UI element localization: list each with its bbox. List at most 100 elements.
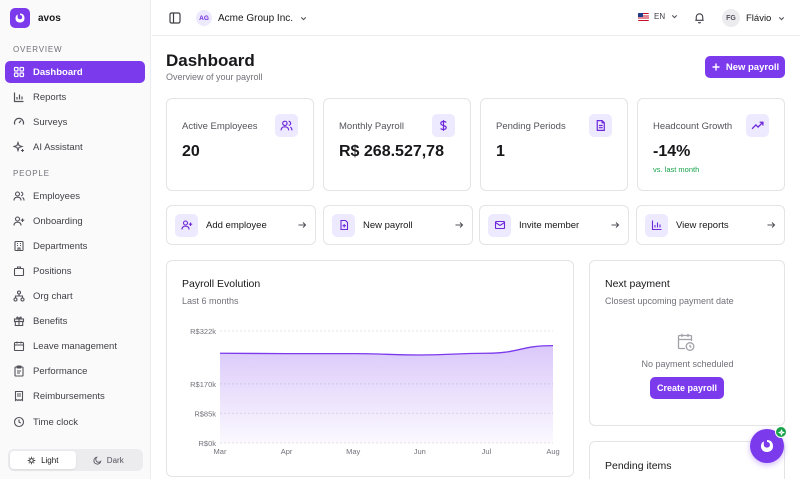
- chart-area: [220, 345, 553, 443]
- arrow-right-icon: [767, 222, 776, 228]
- page-title: Dashboard: [166, 51, 255, 70]
- organization-switcher[interactable]: AG Acme Group Inc.: [196, 9, 308, 27]
- new-payroll-action-button[interactable]: New payroll: [323, 205, 473, 245]
- building-icon: [14, 240, 24, 252]
- sidebar-item-reimbursements[interactable]: Reimbursements: [5, 385, 145, 407]
- x-tick-label: Apr: [281, 447, 293, 456]
- language-code: EN: [654, 12, 666, 21]
- users-icon: [275, 114, 298, 137]
- users-icon: [13, 191, 25, 201]
- sparkles-icon: [13, 141, 24, 153]
- org-badge: AG: [196, 10, 212, 26]
- user-plus-icon: [13, 216, 25, 226]
- sidebar-item-onboarding[interactable]: Onboarding: [5, 210, 145, 232]
- section-label-overview: OVERVIEW: [13, 45, 63, 54]
- trending-up-icon: [746, 114, 769, 137]
- topbar: AG Acme Group Inc. EN FG Flávio: [152, 0, 800, 36]
- plus-icon: [712, 63, 720, 71]
- bell-icon[interactable]: [693, 11, 706, 24]
- action-label: View reports: [676, 219, 729, 231]
- sidebar-item-label: AI Assistant: [33, 141, 83, 153]
- x-tick-label: Mar: [214, 447, 227, 456]
- avos-logo-icon: [761, 440, 773, 452]
- theme-dark-label: Dark: [106, 455, 124, 465]
- language-switcher[interactable]: EN: [638, 12, 679, 21]
- sidebar-item-departments[interactable]: Departments: [5, 235, 145, 257]
- new-payroll-button[interactable]: New payroll: [705, 56, 785, 78]
- sidebar-item-label: Onboarding: [33, 215, 83, 227]
- sidebar: avos OVERVIEW Dashboard Reports Surveys …: [0, 0, 151, 479]
- theme-toggle: Light Dark: [8, 449, 143, 471]
- stat-card-headcount-growth: Headcount Growth -14% vs. last month: [637, 98, 785, 191]
- arrow-right-icon: [611, 222, 620, 228]
- stat-value: 20: [182, 143, 200, 160]
- calendar-icon: [13, 341, 25, 352]
- sidebar-item-org-chart[interactable]: Org chart: [5, 285, 145, 307]
- sidebar-item-time-clock[interactable]: Time clock: [5, 411, 145, 433]
- stat-value: 1: [496, 143, 505, 160]
- sidebar-item-leave-management[interactable]: Leave management: [5, 335, 145, 357]
- create-payroll-button[interactable]: Create payroll: [650, 377, 724, 399]
- chevron-down-icon: [671, 15, 678, 19]
- sidebar-item-performance[interactable]: Performance: [5, 360, 145, 382]
- sidebar-item-label: Leave management: [33, 340, 117, 352]
- clock-icon: [13, 416, 25, 428]
- sidebar-item-label: Dashboard: [33, 66, 83, 78]
- sun-icon: [27, 456, 36, 464]
- brand[interactable]: avos: [10, 8, 61, 28]
- user-plus-icon: [175, 213, 198, 237]
- sidebar-item-label: Reimbursements: [33, 390, 105, 402]
- briefcase-icon: [13, 266, 25, 277]
- payroll-evolution-panel: Payroll Evolution Last 6 months R$0k R$85…: [166, 260, 574, 477]
- y-tick-label: R$170k: [190, 380, 216, 389]
- sidebar-item-label: Positions: [33, 265, 72, 277]
- dollar-icon: [432, 114, 455, 137]
- file-plus-icon: [332, 213, 355, 237]
- new-payroll-label: New payroll: [725, 61, 780, 73]
- chevron-down-icon: [300, 16, 307, 20]
- sidebar-item-label: Departments: [33, 240, 88, 252]
- chevron-down-icon: [779, 16, 785, 20]
- sidebar-item-employees[interactable]: Employees: [5, 185, 145, 207]
- action-label: Invite member: [519, 219, 580, 231]
- action-label: Add employee: [206, 219, 267, 231]
- sidebar-item-benefits[interactable]: Benefits: [5, 310, 145, 332]
- stat-value: R$ 268.527,78: [339, 143, 444, 160]
- us-flag-icon: [638, 12, 649, 21]
- bar-chart-icon: [645, 213, 668, 237]
- panel-subtitle: Closest upcoming payment date: [605, 296, 734, 306]
- panel-title: Next payment: [605, 278, 670, 290]
- theme-light-option[interactable]: Light: [10, 451, 76, 469]
- sidebar-item-positions[interactable]: Positions: [5, 260, 145, 282]
- theme-dark-option[interactable]: Dark: [76, 451, 142, 469]
- add-employee-button[interactable]: Add employee: [166, 205, 316, 245]
- sidebar-item-surveys[interactable]: Surveys: [5, 111, 145, 133]
- sidebar-item-reports[interactable]: Reports: [5, 86, 145, 108]
- empty-state-text: No payment scheduled: [641, 359, 734, 369]
- stat-label: Pending Periods: [496, 121, 566, 132]
- stat-card-monthly-payroll: Monthly Payroll R$ 268.527,78: [323, 98, 471, 191]
- moon-icon: [93, 456, 102, 465]
- payroll-chart: R$0k R$85k R$170k R$322k Mar Apr May Jun Jul Aug: [190, 327, 560, 456]
- invite-member-button[interactable]: Invite member: [479, 205, 629, 245]
- y-tick-label: R$322k: [190, 327, 216, 336]
- bar-chart-icon: [13, 92, 24, 103]
- sidebar-item-label: Reports: [33, 91, 67, 103]
- panel-title: Payroll Evolution: [182, 278, 261, 290]
- stat-value: -14%: [653, 143, 691, 160]
- view-reports-button[interactable]: View reports: [636, 205, 785, 245]
- sidebar-item-label: Org chart: [33, 290, 73, 302]
- stat-label: Headcount Growth: [653, 121, 733, 132]
- sidebar-item-dashboard[interactable]: Dashboard: [5, 61, 145, 83]
- action-label: New payroll: [363, 219, 413, 231]
- user-menu[interactable]: FG Flávio: [722, 9, 786, 27]
- x-tick-label: May: [346, 447, 360, 456]
- y-tick-label: R$0k: [198, 439, 216, 448]
- sidebar-item-ai-assistant[interactable]: AI Assistant: [5, 136, 145, 158]
- x-tick-label: Jun: [414, 447, 426, 456]
- sparkle-badge-icon: [775, 426, 787, 438]
- avos-logo-icon: [10, 8, 30, 28]
- stat-card-active-employees: Active Employees 20: [166, 98, 314, 191]
- sidebar-toggle-icon[interactable]: [168, 11, 182, 25]
- network-icon: [13, 290, 25, 302]
